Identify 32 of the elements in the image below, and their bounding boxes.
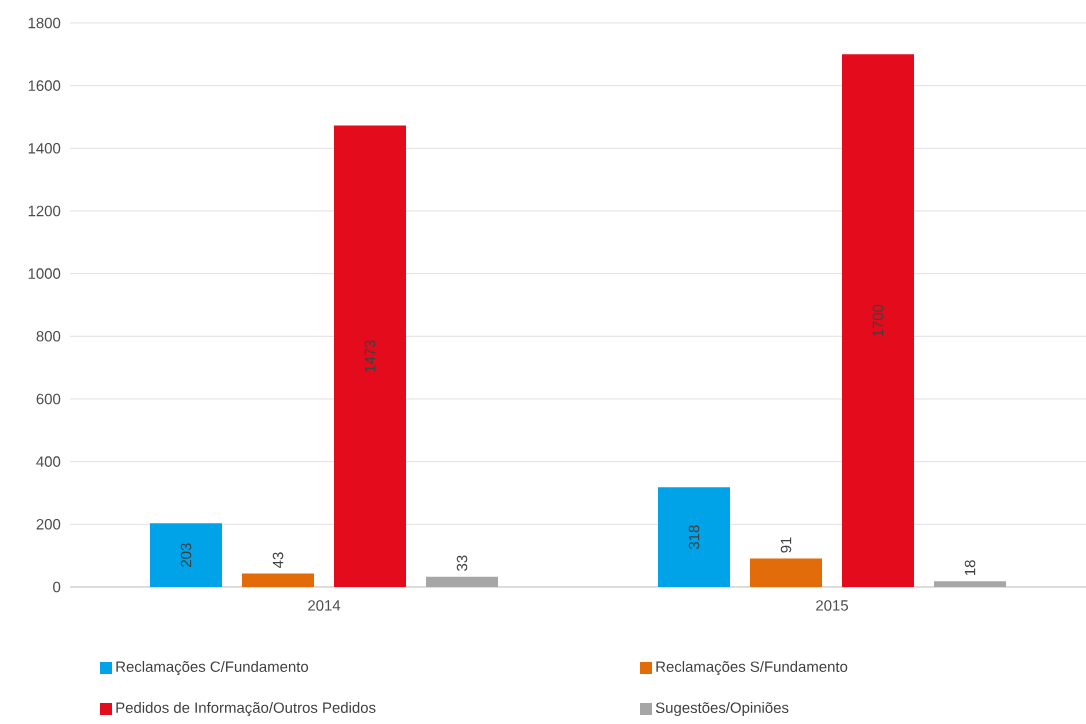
bar: [934, 581, 1007, 587]
data-label: 43: [272, 552, 284, 568]
y-tick-label: 1600: [28, 80, 61, 91]
data-label: 33: [456, 555, 468, 571]
legend-label: Reclamações C/Fundamento: [116, 660, 309, 675]
data-label: 1473: [364, 340, 376, 372]
y-tick-label: 1800: [28, 17, 61, 29]
bar: [334, 125, 407, 587]
bar: [842, 54, 915, 587]
y-tick-label: 400: [36, 456, 61, 467]
y-tick-label: 800: [36, 331, 61, 342]
data-label: 318: [688, 525, 700, 550]
data-label: 91: [780, 537, 792, 553]
data-label: 18: [964, 560, 976, 576]
y-tick-label: 1400: [28, 143, 61, 154]
bar: [426, 576, 499, 587]
data-label: 1700: [872, 304, 884, 337]
y-tick-label: 1200: [28, 205, 61, 217]
y-tick-label: 1000: [28, 268, 61, 279]
y-tick-label: 0: [53, 581, 61, 593]
x-tick-label: 2014: [308, 600, 341, 611]
legend-label: Reclamações S/Fundamento: [656, 660, 848, 675]
y-tick-label: 600: [36, 393, 61, 405]
data-label: 203: [180, 543, 192, 567]
bar: [750, 558, 823, 587]
y-tick-label: 200: [36, 519, 61, 530]
x-tick-label: 2015: [816, 600, 848, 611]
legend-label: Pedidos de Informação/Outros Pedidos: [116, 701, 376, 716]
bar: [658, 487, 731, 587]
bar: [150, 523, 223, 587]
bar: [242, 573, 315, 587]
legend-label: Sugestões/Opiniões: [655, 702, 789, 716]
